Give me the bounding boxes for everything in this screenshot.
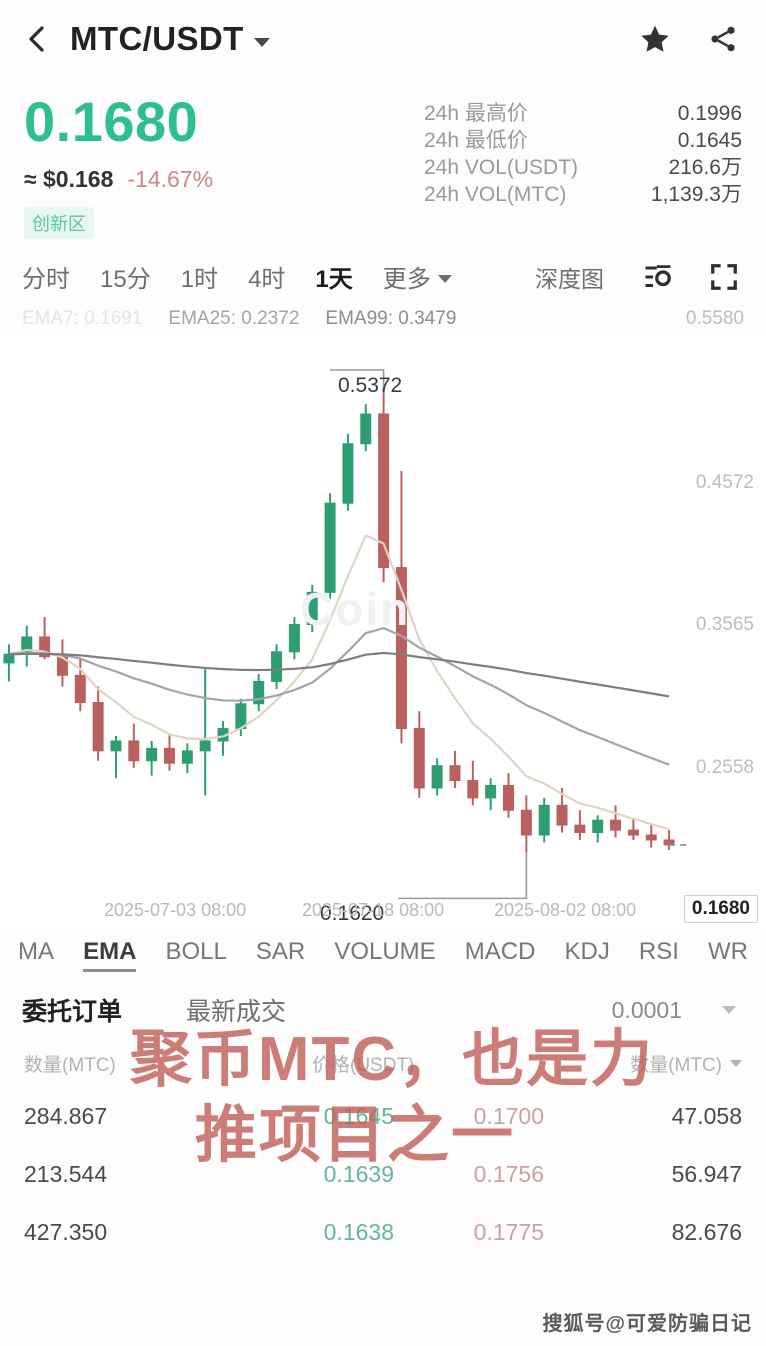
star-icon[interactable] <box>634 18 676 60</box>
indicator-tab-wr[interactable]: WR <box>707 938 748 965</box>
indicator-tab-volume[interactable]: VOLUME <box>334 938 436 965</box>
chevron-down-icon <box>730 1060 742 1067</box>
pair-selector[interactable]: MTC/USDT <box>70 20 270 58</box>
chart-canvas <box>3 369 686 900</box>
indicator-tab-kdj[interactable]: KDJ <box>564 938 610 965</box>
period-low-label: 0.1620 <box>320 902 385 925</box>
indicator-tabs: MA EMA BOLL SAR VOLUME MACD KDJ RSI WR <box>0 932 766 982</box>
timeframe-tab-minute[interactable]: 分时 <box>22 266 70 293</box>
chart-settings-icon[interactable] <box>638 257 678 297</box>
bid-price: 0.1645 <box>323 1102 394 1129</box>
period-high-label: 0.5372 <box>338 374 403 397</box>
column-header-amount-left: 数量(MTC) <box>24 1055 116 1076</box>
stat-row: 24h 最低价 0.1645 <box>424 127 742 154</box>
y-axis-tick-top: 0.5580 <box>685 308 744 329</box>
table-row[interactable]: 284.867 0.1645 0.1700 47.058 <box>24 1087 742 1145</box>
x-axis-tick: 2025-07-18 08:00 <box>302 900 445 920</box>
last-price: 0.1680 <box>24 90 199 153</box>
timeframe-tab-1h[interactable]: 1时 <box>180 266 219 293</box>
indicator-tab-rsi[interactable]: RSI <box>638 938 679 965</box>
bid-amount: 427.350 <box>24 1218 108 1245</box>
stat-row: 24h VOL(MTC) 1,139.3万 <box>424 181 742 208</box>
caret-down-icon <box>253 37 270 47</box>
source-watermark: 搜狐号@可爱防骗日记 <box>542 1313 752 1335</box>
stat-row: 24h VOL(USDT) 216.6万 <box>424 154 742 181</box>
bid-amount: 284.867 <box>24 1102 108 1129</box>
timeframe-bar: 分时 15分 1时 4时 1天 更多 深度图 <box>0 245 766 306</box>
y-axis-tick: 0.3565 <box>695 614 754 635</box>
precision-select[interactable]: 0.0001 <box>612 997 744 1024</box>
indicator-tab-sar[interactable]: SAR <box>255 938 306 965</box>
indicator-tab-macd[interactable]: MACD <box>464 938 536 965</box>
price-left: 0.1680 ≈ $0.168 -14.67% 创新区 <box>24 92 424 239</box>
indicator-tab-ma[interactable]: MA <box>18 938 54 965</box>
ask-price: 0.1775 <box>473 1218 544 1245</box>
orderbook-rows: 284.867 0.1645 0.1700 47.058 213.544 0.1… <box>0 1087 766 1261</box>
ask-price: 0.1700 <box>473 1102 544 1129</box>
column-header-amount-right[interactable]: 数量(MTC) <box>630 1050 742 1077</box>
y-axis-tick: 0.2558 <box>695 757 754 778</box>
timeframe-more-label: 更多 <box>382 266 431 293</box>
column-header-price: 价格(USDT) <box>312 1055 415 1076</box>
ask-amount: 82.676 <box>671 1218 742 1245</box>
timeframe-tab-4h[interactable]: 4时 <box>248 266 286 293</box>
stat-value: 0.1645 <box>677 129 742 152</box>
precision-value: 0.0001 <box>611 996 682 1023</box>
price-sub: ≈ $0.168 -14.67% <box>24 166 424 193</box>
ema-legend-item-7: EMA7: 0.1691 <box>22 308 143 329</box>
x-axis-tick: 2025-08-02 08:00 <box>494 900 637 920</box>
bid-price: 0.1639 <box>323 1160 394 1187</box>
x-axis-tick: 2025-07-03 08:00 <box>104 900 247 920</box>
last-price-tag: 0.1680 <box>683 895 758 923</box>
stat-label: 24h 最低价 <box>424 129 528 152</box>
ema-legend: EMA7: 0.1691 EMA25: 0.2372 EMA99: 0.3479… <box>0 306 766 332</box>
candlestick-chart[interactable]: Coin 0.4572 0.3565 0.2558 0.5372 0.1620 … <box>0 332 766 932</box>
ema-legend-item-25: EMA25: 0.2372 <box>168 308 300 329</box>
status-badge: 创新区 <box>24 207 94 239</box>
depth-chart-button[interactable]: 深度图 <box>535 265 604 292</box>
timeframe-more-button[interactable]: 更多 <box>383 255 452 298</box>
app-header: MTC/USDT <box>0 0 766 78</box>
approx-usd: ≈ $0.168 <box>24 166 114 192</box>
ask-amount: 56.947 <box>671 1160 742 1187</box>
column-header-amount-right-label: 数量(MTC) <box>630 1055 722 1076</box>
chevron-down-icon <box>437 274 452 283</box>
stat-label: 24h VOL(USDT) <box>424 156 579 179</box>
ask-amount: 47.058 <box>671 1102 742 1129</box>
table-row[interactable]: 427.350 0.1638 0.1775 82.676 <box>24 1203 742 1261</box>
stat-row: 24h 最高价 0.1996 <box>424 100 742 127</box>
orderbook-tabs: 委托订单 最新成交 0.0001 <box>0 982 766 1032</box>
indicator-tab-boll[interactable]: BOLL <box>165 938 227 965</box>
share-icon[interactable] <box>702 18 744 60</box>
change-percent: -14.67% <box>127 166 214 192</box>
stat-value: 216.6万 <box>668 156 742 179</box>
market-stats: 24h 最高价 0.1996 24h 最低价 0.1645 24h VOL(US… <box>424 92 742 239</box>
indicator-tab-ema[interactable]: EMA <box>83 938 137 972</box>
stat-value: 1,139.3万 <box>650 183 742 206</box>
table-row[interactable]: 213.544 0.1639 0.1756 56.947 <box>24 1145 742 1203</box>
fullscreen-icon[interactable] <box>704 257 744 297</box>
price-summary: 0.1680 ≈ $0.168 -14.67% 创新区 24h 最高价 0.19… <box>0 78 766 245</box>
stat-value: 0.1996 <box>677 102 742 125</box>
timeframe-tab-15m[interactable]: 15分 <box>100 266 151 293</box>
ema-legend-item-99: EMA99: 0.3479 <box>325 308 457 329</box>
orderbook-column-headers: 数量(MTC) 价格(USDT) 数量(MTC) <box>0 1032 766 1087</box>
x-axis-labels: 2025-07-03 08:00 2025-07-18 08:00 2025-0… <box>0 900 766 926</box>
y-axis-tick: 0.4572 <box>695 472 754 493</box>
tab-order-book[interactable]: 委托订单 <box>22 998 123 1026</box>
stat-label: 24h VOL(MTC) <box>424 183 567 206</box>
timeframe-tab-1d[interactable]: 1天 <box>315 266 353 293</box>
chevron-down-icon <box>722 1006 736 1014</box>
bid-price: 0.1638 <box>323 1218 394 1245</box>
tab-recent-trades[interactable]: 最新成交 <box>186 998 287 1026</box>
back-icon[interactable] <box>22 24 52 54</box>
stat-label: 24h 最高价 <box>424 102 528 125</box>
page-title: MTC/USDT <box>70 20 244 57</box>
bid-amount: 213.544 <box>24 1160 108 1187</box>
ask-price: 0.1756 <box>473 1160 544 1187</box>
